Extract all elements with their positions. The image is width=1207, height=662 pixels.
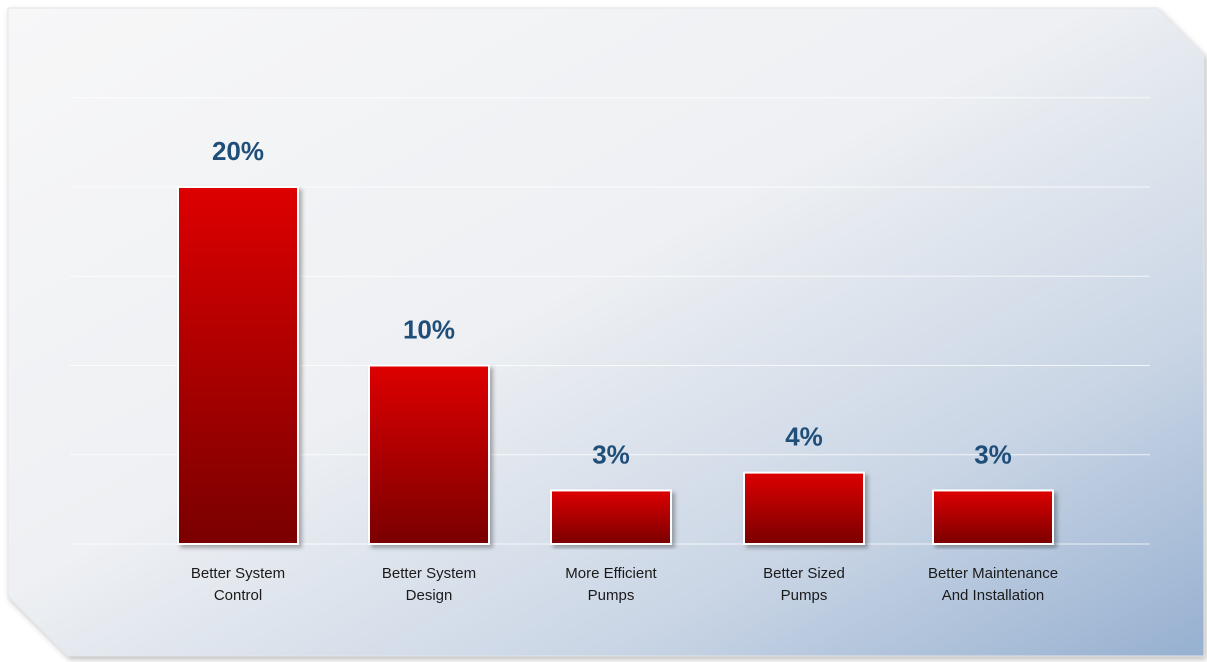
category-label-3: Better Sized Pumps — [763, 565, 845, 604]
bar-1 — [368, 364, 490, 545]
value-label-2: 3% — [592, 439, 630, 469]
category-label-line: More Efficient — [565, 565, 657, 582]
category-label-1: Better System Design — [382, 565, 476, 604]
category-label-line: Better Sized — [763, 565, 845, 582]
category-label-line: Better System — [382, 565, 476, 582]
value-labels: 20% 10% 3% 4% 3% — [212, 136, 1012, 469]
category-labels: Better System Control Better System Design M… — [191, 565, 1058, 604]
bar-2 — [550, 489, 672, 546]
category-label-0: Better System Control — [191, 565, 285, 604]
bar-0 — [177, 186, 299, 545]
category-label-2: More Efficient Pumps — [565, 565, 657, 604]
value-label-3: 4% — [785, 422, 823, 452]
chart-background — [7, 7, 1205, 657]
category-label-line: Control — [214, 587, 262, 604]
value-label-4: 3% — [974, 439, 1012, 469]
value-label-0: 20% — [212, 136, 264, 166]
category-label-4: Better Maintenance And Installation — [928, 565, 1058, 604]
category-label-line: And Installation — [942, 587, 1045, 604]
category-label-line: Pumps — [588, 587, 635, 604]
bars — [177, 186, 1054, 546]
value-label-1: 10% — [403, 315, 455, 345]
category-label-line: Better Maintenance — [928, 565, 1058, 582]
category-label-line: Pumps — [781, 587, 828, 604]
category-label-line: Better System — [191, 565, 285, 582]
bar-4 — [932, 489, 1054, 546]
category-label-line: Design — [406, 587, 453, 604]
bar-3 — [743, 471, 865, 546]
